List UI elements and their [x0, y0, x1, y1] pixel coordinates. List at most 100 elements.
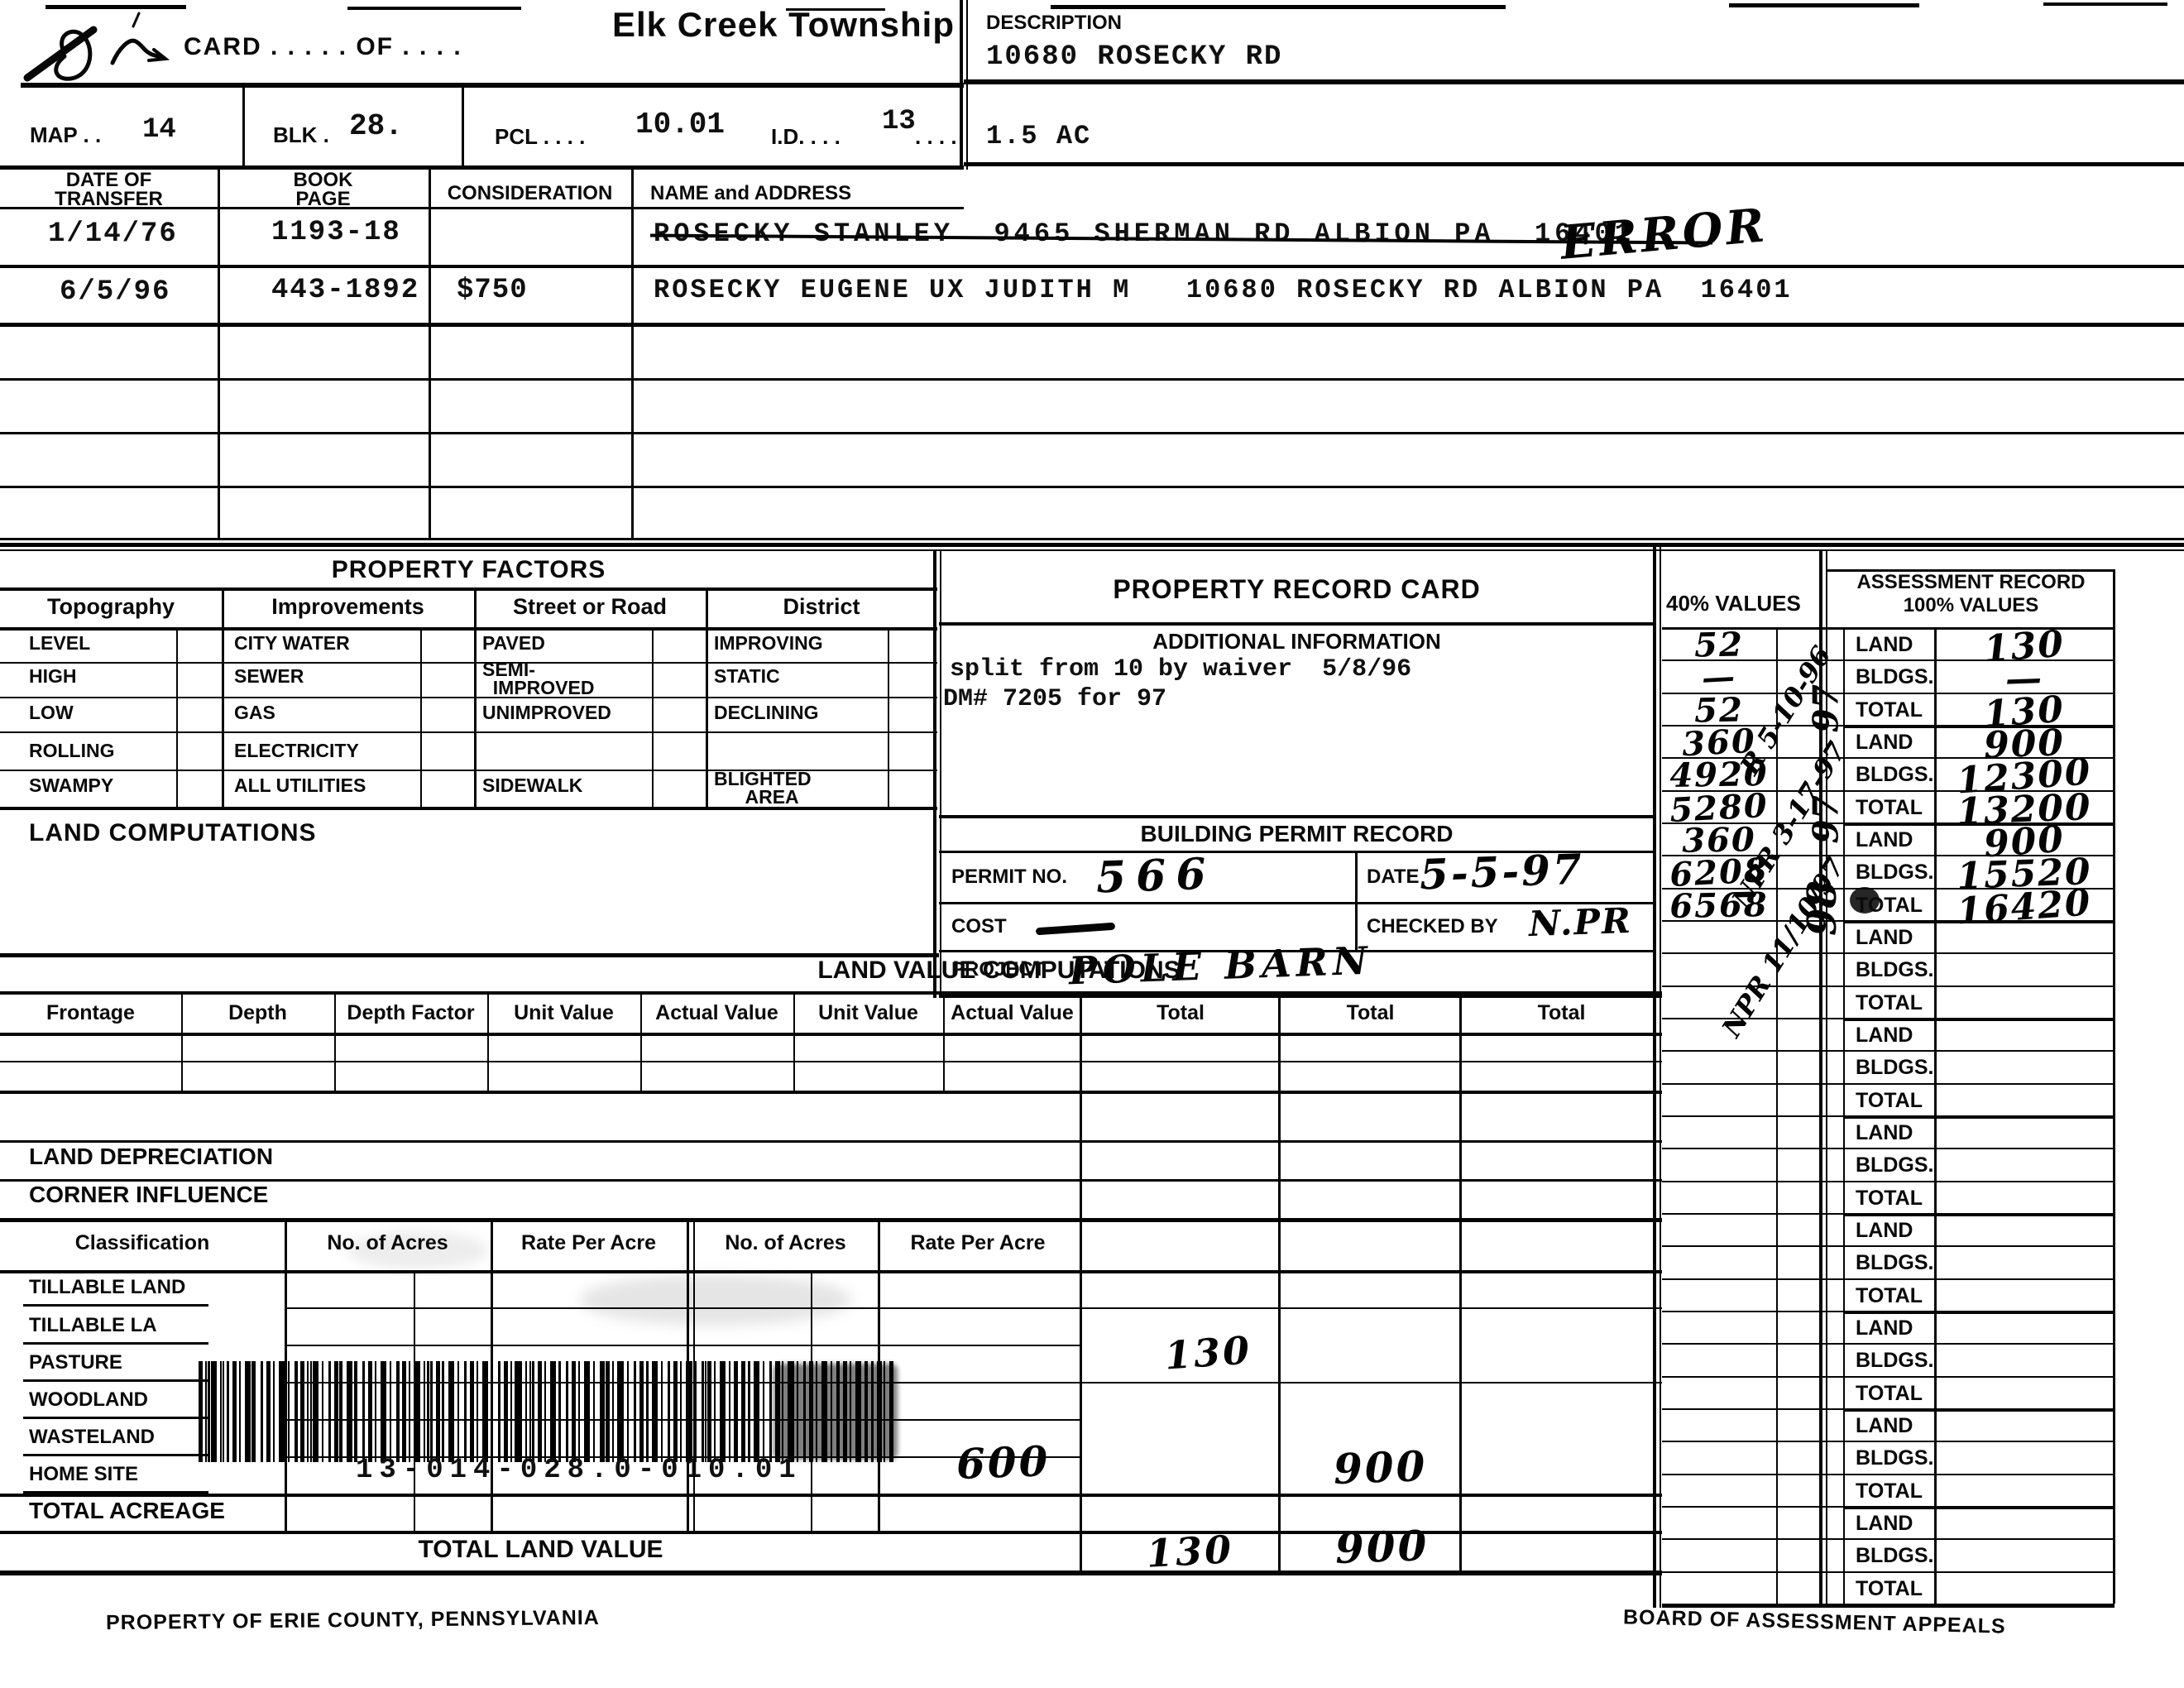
- assessment-row-line: [1843, 855, 2115, 856]
- land-value-computations-title: LAND VALUE COMPUTATIONS: [817, 957, 1181, 984]
- barcode-smudge: [774, 1364, 898, 1460]
- forty-row-line: [1662, 1278, 1843, 1280]
- forty-row-line: [1662, 1311, 1843, 1312]
- rule: [1662, 1604, 2115, 1608]
- handwritten-grand-total-1: 130: [1145, 1527, 1235, 1576]
- classification-row-label: WASTELAND: [29, 1426, 155, 1448]
- rule: [0, 770, 937, 771]
- rule: [1826, 569, 2115, 572]
- rule: [939, 622, 1655, 626]
- pcl-label: PCL . . . .: [495, 124, 586, 149]
- rule: [347, 7, 521, 10]
- additional-info-line: DM# 7205 for 97: [943, 685, 1167, 713]
- forty-row-line: [1662, 1018, 1843, 1019]
- assessment-row-line: [1843, 1278, 2115, 1280]
- assessment-row-line: [1843, 1245, 2115, 1247]
- rule: [0, 265, 2184, 268]
- scan-smudge: [347, 1231, 488, 1269]
- factors-column-header: Street or Road: [512, 594, 668, 619]
- rule: [960, 0, 963, 170]
- assessment-row-label: LAND: [1856, 926, 1913, 949]
- forty-row-line: [1662, 1115, 1843, 1117]
- map-value: 14: [142, 114, 176, 146]
- rule: [1826, 549, 1827, 1605]
- classification-column-header: No. of Acres: [327, 1231, 448, 1254]
- assessment-row-label: BLDGS.: [1856, 958, 1934, 981]
- forty-row-line: [1662, 1213, 1843, 1215]
- rule: [939, 902, 1655, 904]
- assessment-row-line: [1843, 1181, 2115, 1182]
- hundred-values-header: 100% VALUES: [1903, 594, 2039, 616]
- assessment-row-label: BLDGS.: [1856, 861, 1934, 884]
- assessment-row-label: BLDGS.: [1856, 763, 1934, 786]
- rule: [811, 1494, 812, 1531]
- classification-row-underline: [23, 1342, 208, 1345]
- rule: [462, 87, 464, 170]
- assessment-row-line: [1843, 1018, 2115, 1021]
- assessment-record-header: ASSESSMENT RECORD: [1856, 571, 2086, 593]
- rule: [1081, 1382, 1662, 1383]
- lvc-column-header: Total: [1346, 1001, 1395, 1024]
- rule: [878, 1494, 880, 1531]
- forty-row-line: [1662, 1083, 1843, 1085]
- land-computations-title: LAND COMPUTATIONS: [29, 819, 317, 846]
- assessment-row-line: [1843, 1538, 2115, 1540]
- handwritten-tillable-total: 130: [1163, 1327, 1253, 1379]
- factor-cell-label: PAVED: [482, 632, 545, 654]
- rule: [1355, 851, 1358, 952]
- rule: [693, 1218, 695, 1494]
- forty-row-line: [1662, 1376, 1843, 1378]
- rule: [878, 1218, 880, 1494]
- factors-column-header: District: [783, 594, 860, 619]
- assessment-row-label: LAND: [1856, 1024, 1913, 1047]
- assessment-row-label: LAND: [1856, 1316, 1913, 1340]
- factors-column-header: Topography: [47, 594, 175, 619]
- forty-row-line: [1662, 1474, 1843, 1475]
- rule: [939, 851, 1655, 853]
- transfer-col-bookpage: BOOK PAGE: [293, 169, 353, 210]
- forty-row-line: [1662, 1343, 1843, 1345]
- classification-row-label: HOME SITE: [29, 1463, 139, 1485]
- forty-row-line: [1662, 1571, 1843, 1573]
- assessment-row-label: TOTAL: [1856, 1284, 1923, 1307]
- factor-cell-label: IMPROVING: [714, 632, 823, 654]
- classification-row-underline: [23, 1304, 208, 1307]
- corner-scribble: [23, 12, 170, 82]
- barcode-number: 13-014-028.0-010.01: [356, 1455, 802, 1486]
- land-depreciation-label: LAND DEPRECIATION: [29, 1144, 274, 1169]
- forty-row-line: [1662, 1506, 1843, 1508]
- map-label: MAP . .: [30, 122, 102, 147]
- classification-row-label: TILLABLE LAND: [29, 1276, 186, 1298]
- assessment-row-line: [1843, 790, 2115, 792]
- rule: [429, 170, 431, 539]
- rule: [0, 1270, 1662, 1273]
- forty-row-line: [1662, 1245, 1843, 1247]
- forty-row-line: [1662, 1408, 1843, 1410]
- assessment-row-label: BLDGS.: [1856, 1251, 1934, 1274]
- rule: [0, 432, 2184, 434]
- permit-no-value: 566: [1094, 848, 1217, 904]
- handwritten-home-site-rate: 600: [956, 1436, 1051, 1489]
- rule: [1662, 627, 2115, 630]
- assessment-row-label: TOTAL: [1856, 1479, 1923, 1503]
- rule: [1660, 543, 1661, 1608]
- card-of-label: CARD . . . . . OF . . . .: [184, 33, 462, 60]
- rule: [706, 587, 708, 807]
- transfer-row-bookpage: 443-1892: [271, 275, 420, 306]
- checked-by-value: N.PR: [1528, 899, 1633, 945]
- rule: [491, 1218, 493, 1494]
- rule: [2043, 2, 2167, 6]
- classification-column-header: Classification: [74, 1231, 210, 1254]
- factor-cell-label: BLIGHTED AREA: [714, 768, 812, 808]
- rule: [0, 1091, 1662, 1094]
- ink-blob: [1850, 887, 1880, 914]
- factor-cell-label: HIGH: [29, 665, 77, 687]
- scan-smudge: [579, 1274, 852, 1326]
- transfer-row-date: 6/5/96: [60, 276, 171, 308]
- rule: [1081, 1307, 1662, 1309]
- rule: [939, 995, 1662, 998]
- rule: [218, 170, 220, 539]
- rule: [1080, 991, 1082, 1571]
- assessment-row-label: LAND: [1856, 828, 1913, 851]
- rule: [0, 991, 1662, 995]
